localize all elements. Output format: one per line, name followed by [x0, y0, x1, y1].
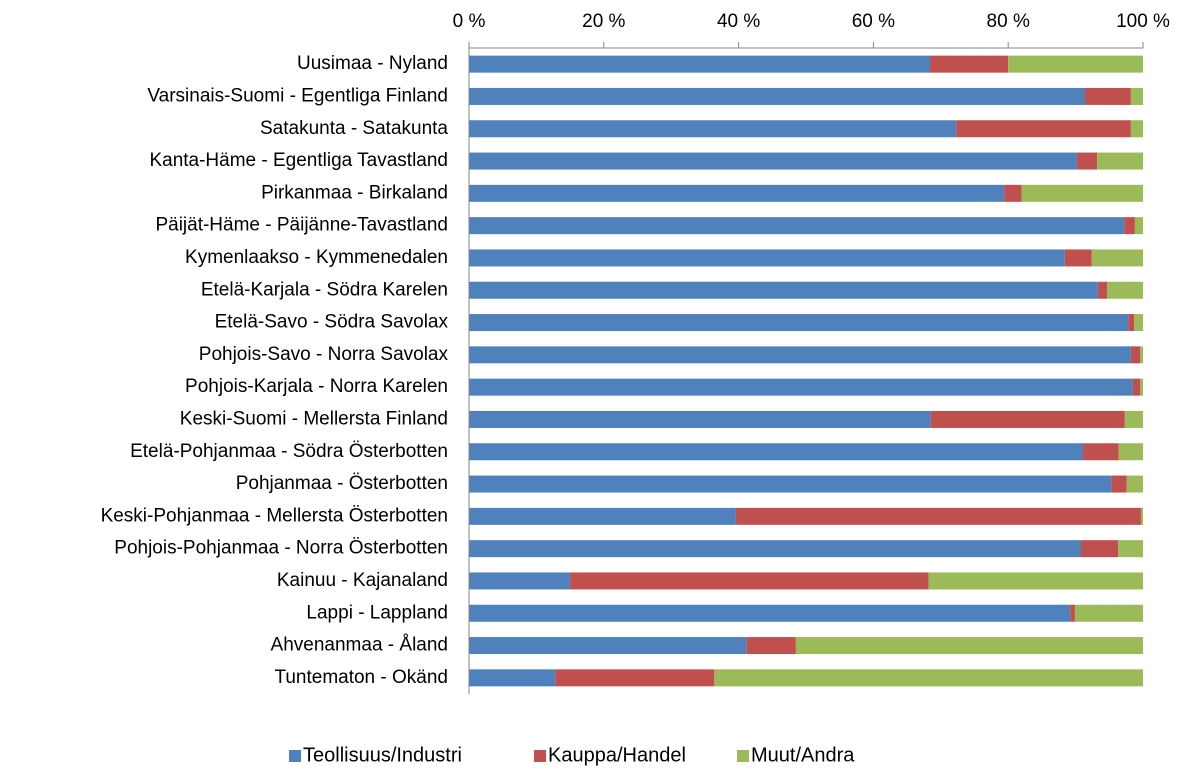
bar-segment	[735, 507, 1141, 525]
legend-label: Muut/Andra	[751, 744, 855, 766]
bar-segment	[1021, 184, 1143, 202]
y-tick-label: Varsinais-Suomi - Egentliga Finland	[147, 85, 448, 106]
y-tick-label: Pohjois-Savo - Norra Savolax	[199, 344, 449, 365]
y-tick-label: Pohjois-Karjala - Norra Karelen	[185, 376, 448, 397]
bar-segment	[1134, 217, 1143, 235]
y-tick-label: Pohjanmaa - Österbotten	[236, 473, 448, 494]
legend-label: Kauppa/Handel	[548, 744, 686, 766]
bar-segment	[469, 410, 931, 428]
bar-segment	[746, 637, 796, 655]
bar-segment	[1004, 184, 1022, 202]
bar-segment	[555, 669, 715, 687]
y-tick-label: Keski-Pohjanmaa - Mellersta Österbotten	[101, 505, 448, 526]
bar-segment	[1091, 249, 1143, 267]
bar-segment	[469, 120, 957, 138]
y-tick-label: Tuntematon - Okänd	[274, 667, 448, 688]
bar-segment	[1130, 346, 1141, 364]
x-tick-label: 40 %	[717, 11, 760, 32]
bar-segment	[469, 669, 556, 687]
bar-segment	[714, 669, 1143, 687]
bar-segment	[1008, 55, 1143, 73]
bar-segment	[1134, 314, 1143, 332]
bar-segment	[1140, 507, 1143, 525]
y-tick-label: Etelä-Pohjanmaa - Södra Österbotten	[130, 441, 448, 462]
x-tick-label: 0 %	[453, 11, 486, 32]
bar-segment	[1064, 249, 1092, 267]
x-tick-label: 100 %	[1116, 11, 1170, 32]
y-tick-label: Satakunta - Satakunta	[260, 118, 448, 139]
bar-segment	[1097, 152, 1143, 170]
y-tick-label: Pohjois-Pohjanmaa - Norra Österbotten	[114, 538, 448, 559]
y-tick-label: Kymenlaakso - Kymmenedalen	[185, 247, 448, 268]
y-tick-label: Lappi - Lappland	[306, 602, 448, 623]
bar-segment	[956, 120, 1131, 138]
bar-segment	[469, 378, 1133, 396]
y-tick-label: Kainuu - Kajanaland	[277, 570, 448, 591]
legend-swatch	[289, 750, 301, 762]
bar-segment	[1140, 378, 1143, 396]
bar-segment	[1124, 410, 1143, 428]
bar-segment	[1074, 604, 1143, 622]
bar-segment	[930, 55, 1009, 73]
bar-segment	[1083, 443, 1119, 461]
bar-segment	[469, 507, 736, 525]
bar-segment	[1080, 540, 1119, 558]
bar-segment	[469, 217, 1125, 235]
bar-segment	[469, 249, 1065, 267]
bar-segment	[469, 314, 1129, 332]
bar-segment	[469, 572, 571, 590]
bar-segment	[1126, 475, 1143, 493]
x-tick-label: 20 %	[582, 11, 625, 32]
bar-segment	[1140, 346, 1143, 364]
bar-segment	[1097, 281, 1108, 299]
legend-swatch	[737, 750, 749, 762]
y-tick-label: Ahvenanmaa - Åland	[271, 635, 448, 656]
bar-segment	[1085, 87, 1131, 105]
bar-segment	[795, 637, 1143, 655]
bar-segment	[1070, 604, 1075, 622]
bar-segment	[570, 572, 929, 590]
bar-segment	[469, 184, 1005, 202]
x-tick-label: 60 %	[852, 11, 895, 32]
bar-segment	[1128, 314, 1135, 332]
y-tick-label: Etelä-Karjala - Södra Karelen	[201, 279, 448, 300]
y-tick-label: Pirkanmaa - Birkaland	[261, 182, 448, 203]
y-tick-label: Keski-Suomi - Mellersta Finland	[180, 408, 448, 429]
bar-segment	[928, 572, 1143, 590]
y-tick-label: Kanta-Häme - Egentliga Tavastland	[149, 150, 448, 171]
bar-segment	[1107, 281, 1143, 299]
bar-segment	[469, 475, 1112, 493]
bar-segment	[1118, 540, 1143, 558]
bar-segment	[1130, 120, 1143, 138]
legend-label: Teollisuus/Industri	[303, 744, 462, 766]
bar-segment	[1111, 475, 1127, 493]
y-tick-label: Etelä-Savo - Södra Savolax	[215, 312, 449, 333]
bar-segment	[1076, 152, 1098, 170]
bar-segment	[1130, 87, 1143, 105]
y-tick-label: Uusimaa - Nyland	[297, 53, 448, 74]
bar-segment	[469, 443, 1084, 461]
bar-segment	[469, 604, 1071, 622]
legend-swatch	[534, 750, 546, 762]
y-tick-label: Päijät-Häme - Päijänne-Tavastland	[155, 215, 448, 236]
bar-segment	[469, 637, 747, 655]
bar-segment	[469, 55, 931, 73]
x-tick-label: 80 %	[987, 11, 1030, 32]
bar-segment	[469, 87, 1086, 105]
bar-segment	[930, 410, 1125, 428]
bar-segment	[469, 540, 1081, 558]
bar-segment	[469, 152, 1077, 170]
bar-segment	[469, 281, 1098, 299]
bar-segment	[1132, 378, 1141, 396]
bar-segment	[469, 346, 1131, 364]
bar-segment	[1124, 217, 1135, 235]
bar-segment	[1118, 443, 1143, 461]
